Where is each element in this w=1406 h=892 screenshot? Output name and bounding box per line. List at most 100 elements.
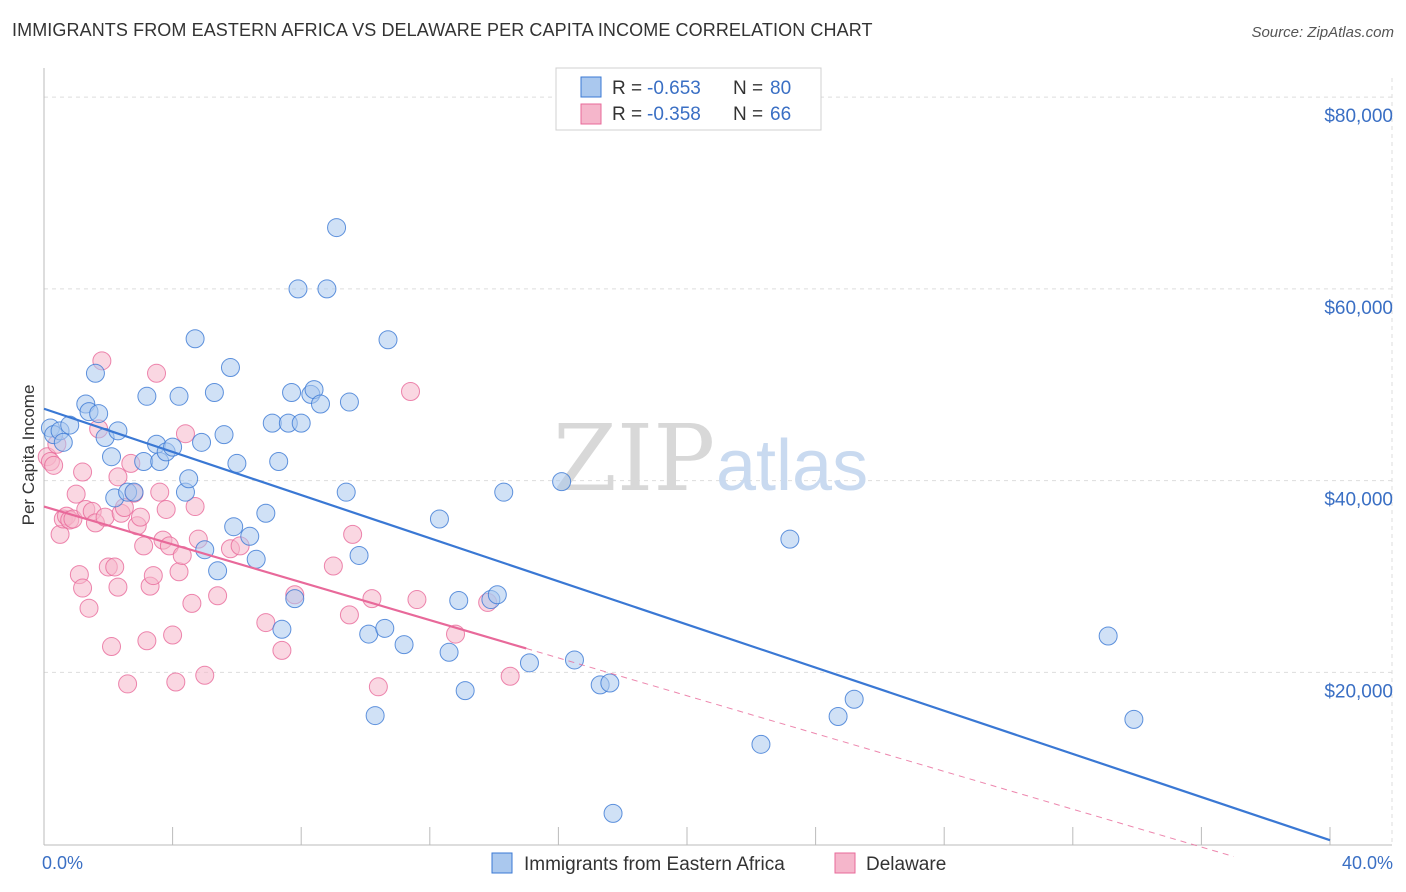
point-eastern-africa-43 bbox=[291, 413, 311, 433]
point-eastern-africa-32 bbox=[227, 453, 247, 473]
point-eastern-africa-8 bbox=[89, 404, 109, 424]
y-tick-label-3: $80,000 bbox=[1324, 106, 1393, 127]
point-eastern-africa-63 bbox=[494, 482, 514, 502]
point-delaware-42 bbox=[175, 424, 195, 444]
watermark-atlas: atlas bbox=[716, 426, 868, 506]
legend-r-label-1: R = bbox=[612, 78, 642, 99]
point-eastern-africa-3 bbox=[53, 432, 73, 452]
point-delaware-9 bbox=[66, 484, 86, 504]
legend-n-value-2: 66 bbox=[770, 104, 791, 125]
point-eastern-africa-73 bbox=[844, 689, 864, 709]
point-delaware-55 bbox=[343, 524, 363, 544]
point-delaware-21 bbox=[105, 557, 125, 577]
point-eastern-africa-15 bbox=[134, 452, 154, 471]
point-eastern-africa-48 bbox=[327, 218, 347, 238]
point-eastern-africa-7 bbox=[85, 363, 105, 383]
point-delaware-2 bbox=[44, 455, 64, 475]
point-eastern-africa-50 bbox=[339, 392, 359, 412]
watermark-zip: ZIP bbox=[553, 405, 715, 512]
point-eastern-africa-41 bbox=[285, 589, 305, 609]
point-eastern-africa-20 bbox=[163, 437, 183, 457]
point-eastern-africa-27 bbox=[204, 382, 224, 402]
point-delaware-34 bbox=[150, 482, 170, 502]
point-eastern-africa-62 bbox=[487, 585, 507, 605]
point-eastern-africa-72 bbox=[828, 707, 848, 727]
point-eastern-africa-35 bbox=[256, 503, 276, 523]
point-eastern-africa-23 bbox=[179, 469, 199, 489]
point-eastern-africa-30 bbox=[220, 358, 240, 378]
bottom-legend-swatch-blue bbox=[491, 852, 513, 874]
point-eastern-africa-25 bbox=[192, 432, 212, 452]
y-tick-label-0: $20,000 bbox=[1324, 681, 1393, 702]
trend-line-delaware-extension bbox=[526, 647, 1234, 857]
point-delaware-22 bbox=[108, 577, 128, 597]
y-axis-label: Per Capita Income bbox=[19, 385, 38, 526]
point-delaware-11 bbox=[73, 578, 93, 598]
point-delaware-53 bbox=[323, 556, 343, 576]
point-delaware-50 bbox=[256, 613, 276, 633]
legend-n-label-2: N = bbox=[733, 104, 763, 125]
point-delaware-59 bbox=[407, 590, 427, 610]
point-eastern-africa-10 bbox=[102, 447, 122, 467]
point-eastern-africa-59 bbox=[449, 591, 469, 611]
point-eastern-africa-58 bbox=[439, 642, 459, 662]
point-eastern-africa-51 bbox=[349, 545, 369, 565]
point-delaware-56 bbox=[362, 589, 382, 609]
point-eastern-africa-64 bbox=[519, 653, 539, 673]
chart-source: Source: ZipAtlas.com bbox=[1251, 24, 1394, 41]
point-delaware-57 bbox=[368, 677, 388, 697]
point-eastern-africa-74 bbox=[1098, 626, 1118, 646]
watermark: ZIP atlas bbox=[553, 405, 868, 512]
point-eastern-africa-65 bbox=[552, 472, 572, 492]
point-eastern-africa-21 bbox=[169, 386, 189, 406]
point-delaware-44 bbox=[185, 497, 205, 517]
point-delaware-36 bbox=[156, 499, 176, 519]
trend-line-eastern-africa bbox=[43, 407, 1331, 842]
point-delaware-33 bbox=[147, 363, 167, 383]
grid-lines bbox=[44, 78, 1393, 845]
point-eastern-africa-14 bbox=[124, 482, 144, 502]
legend-r-value-2: -0.358 bbox=[647, 104, 701, 125]
point-eastern-africa-47 bbox=[317, 279, 337, 299]
point-eastern-africa-69 bbox=[603, 803, 623, 823]
point-eastern-africa-28 bbox=[208, 561, 228, 581]
x-tick-label-0: 0.0% bbox=[42, 853, 83, 873]
point-delaware-29 bbox=[134, 536, 154, 556]
point-eastern-africa-29 bbox=[214, 425, 234, 445]
point-delaware-54 bbox=[339, 605, 359, 625]
legend-r-value-1: -0.653 bbox=[647, 78, 701, 99]
point-delaware-38 bbox=[163, 625, 183, 645]
point-eastern-africa-70 bbox=[751, 734, 771, 754]
y-tick-label-1: $40,000 bbox=[1324, 490, 1393, 511]
bottom-legend-label-2: Delaware bbox=[866, 854, 946, 875]
legend-n-value-1: 80 bbox=[770, 78, 791, 99]
point-eastern-africa-52 bbox=[359, 624, 379, 644]
legend-swatch-blue bbox=[580, 76, 602, 98]
chart-title: IMMIGRANTS FROM EASTERN AFRICA VS DELAWA… bbox=[12, 20, 873, 40]
y-tick-labels: $20,000 $40,000 $60,000 $80,000 bbox=[1324, 106, 1393, 702]
point-eastern-africa-33 bbox=[240, 526, 260, 546]
point-delaware-65 bbox=[108, 467, 128, 487]
point-delaware-63 bbox=[130, 507, 150, 527]
y-tick-label-2: $60,000 bbox=[1324, 298, 1393, 319]
point-delaware-47 bbox=[208, 586, 228, 606]
point-eastern-africa-16 bbox=[137, 386, 157, 406]
point-eastern-africa-4 bbox=[60, 415, 80, 435]
point-eastern-africa-34 bbox=[246, 549, 266, 569]
point-delaware-25 bbox=[118, 674, 138, 694]
legend-r-label-2: R = bbox=[612, 104, 642, 125]
point-delaware-20 bbox=[102, 637, 122, 657]
point-eastern-africa-36 bbox=[262, 413, 282, 433]
point-delaware-64 bbox=[73, 462, 93, 482]
point-eastern-africa-38 bbox=[272, 619, 292, 639]
point-delaware-62 bbox=[500, 666, 520, 686]
x-tick-labels: 0.0% 40.0% bbox=[42, 853, 1393, 873]
correlation-legend: R = -0.653 N = 80 R = -0.358 N = 66 bbox=[555, 67, 822, 131]
point-delaware-30 bbox=[137, 631, 157, 651]
point-eastern-africa-49 bbox=[336, 482, 356, 502]
point-eastern-africa-60 bbox=[455, 681, 475, 701]
point-delaware-32 bbox=[143, 566, 163, 586]
point-eastern-africa-75 bbox=[1124, 709, 1144, 729]
point-eastern-africa-54 bbox=[375, 618, 395, 638]
